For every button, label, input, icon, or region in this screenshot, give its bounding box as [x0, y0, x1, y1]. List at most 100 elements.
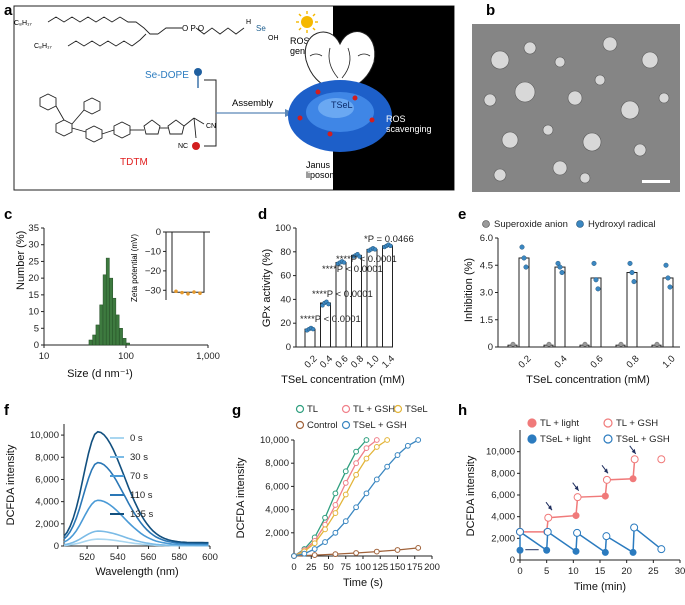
g-point — [342, 480, 349, 486]
c-inset-point — [180, 290, 184, 295]
e-ytick-label: 3.0 — [480, 288, 493, 299]
g-point — [394, 547, 401, 553]
h-ytick-label: 4,000 — [491, 512, 515, 523]
e-ytick-label: 0 — [488, 342, 493, 353]
g-point — [322, 539, 328, 545]
h-xtick-label: 10 — [568, 566, 579, 577]
e-xtick-label: 0.4 — [552, 353, 569, 370]
e-point-hydroxyl — [559, 270, 565, 276]
d-annotation: ****P < 0.0001 — [322, 264, 383, 275]
c-ytick-label: 30 — [28, 240, 39, 251]
d-annotation: *P = 0.0466 — [364, 234, 414, 245]
liposome-icon — [288, 80, 392, 152]
c-bar — [119, 328, 123, 346]
e-ytick-label: 1.5 — [480, 315, 493, 326]
e-point-hydroxyl — [557, 264, 563, 270]
chain-label-2: C₈H₁₇ — [34, 43, 52, 50]
g-point — [373, 548, 380, 555]
h-legend-label: TL + GSH — [616, 418, 658, 429]
c-inset-point — [186, 291, 190, 296]
g-legend-marker — [295, 420, 305, 430]
g-point — [373, 476, 380, 483]
nc-label: NC — [178, 143, 188, 150]
legend-hydroxyl: Hydroxyl radical — [588, 219, 656, 230]
e-xtick-label: 1.0 — [660, 353, 677, 370]
c-xtick-label: 10 — [39, 351, 50, 362]
h-ylabel: DCFDA intensity — [465, 455, 477, 536]
cn-label: CN — [206, 123, 216, 130]
f-ylabel: DCFDA intensity — [5, 444, 17, 525]
d-point — [388, 243, 393, 249]
e-point-hydroxyl — [665, 275, 671, 281]
c-bar — [126, 342, 130, 346]
h-xtick-label: 5 — [544, 566, 549, 577]
f-line — [63, 499, 209, 546]
panel-label-d: d — [258, 206, 267, 223]
h-arrow-head-icon — [631, 448, 636, 454]
c-ytick-label: 15 — [28, 290, 39, 301]
chart-d: 0 20 40 60 80 100 0.20.40.60.81.01.4 ****P < 0.… — [261, 223, 414, 386]
d-xtick-label: 0.6 — [333, 353, 350, 370]
tsel-label: TSeL — [331, 100, 353, 110]
g-point — [332, 551, 339, 558]
h-point-tl-light — [629, 475, 637, 483]
g-point — [353, 550, 360, 556]
chart-c: 0 5 10 15 20 25 30 35 10 100 1,000 Number (%) Size… — [15, 223, 220, 380]
g-point — [311, 552, 318, 558]
se-dope-label: Se-DOPE — [145, 70, 189, 81]
e-point-superoxide — [546, 341, 552, 347]
g-ytick-label: 2,000 — [265, 528, 289, 539]
e-ylabel: Inhibition (%) — [463, 258, 475, 322]
c-xtick-label: 1,000 — [196, 351, 220, 362]
d-point — [326, 301, 331, 307]
g-legend-marker — [341, 420, 351, 430]
h-point-tsel-light — [543, 546, 551, 554]
g-xtick-label: 150 — [390, 562, 406, 573]
h-xtick-label: 25 — [648, 566, 659, 577]
e-point-hydroxyl — [667, 284, 673, 290]
e-point-superoxide — [510, 341, 516, 347]
e-bar-hydroxyl — [518, 257, 530, 348]
g-point — [291, 553, 297, 559]
chart-e: Superoxide anion Hydroxyl radical 0 1.5 3.… — [463, 219, 680, 386]
g-point — [332, 510, 339, 516]
g-point — [363, 445, 370, 452]
g-xtick-label: 50 — [323, 562, 334, 573]
c-ytick-label: 0 — [34, 340, 39, 351]
g-legend-label: TL + GSH — [353, 404, 395, 415]
g-point — [322, 526, 328, 533]
h-point-tsel-gsh — [602, 532, 611, 541]
f-ytick-label: 6,000 — [35, 474, 59, 485]
h-point-tl-gsh — [657, 455, 666, 464]
d-annotation: ****P < 0.0001 — [312, 289, 373, 300]
legend-superoxide: Superoxide anion — [494, 219, 568, 230]
d-ylabel: GPx activity (%) — [261, 249, 273, 327]
chain-label-1: C₈H₁₇ — [14, 20, 32, 27]
g-point — [342, 491, 349, 498]
c-bar — [88, 339, 93, 346]
e-point-hydroxyl — [593, 277, 599, 283]
g-point — [384, 463, 391, 470]
chart-h: TL + light TL + GSH TSeL + light TSeL + GSH… — [465, 418, 685, 593]
f-xtick-label: 560 — [141, 552, 157, 563]
d-ytick-label: 40 — [280, 294, 291, 305]
legend-marker-hydroxyl — [576, 220, 584, 228]
c-inset-ylabel: Zeta potential (mV) — [130, 234, 139, 302]
g-point — [342, 518, 349, 525]
h-point-tl-light — [601, 492, 609, 500]
h-arrow-head-icon — [548, 505, 552, 511]
d-xtick-label: 1.4 — [380, 353, 397, 370]
c-inset-point — [192, 290, 196, 294]
c-bar — [92, 334, 97, 346]
e-point-hydroxyl — [523, 264, 529, 270]
g-legend-label: TL — [307, 404, 318, 415]
tem-image — [472, 24, 680, 192]
g-legend-marker — [393, 404, 403, 414]
c-inset-ytick-label: 0 — [156, 227, 161, 238]
f-legend-label: 135 s — [130, 509, 153, 520]
d-ytick-label: 60 — [280, 271, 291, 282]
e-point-hydroxyl — [663, 262, 669, 268]
g-point — [363, 455, 370, 462]
oh-label: OH — [268, 35, 279, 42]
c-bar — [99, 304, 104, 346]
